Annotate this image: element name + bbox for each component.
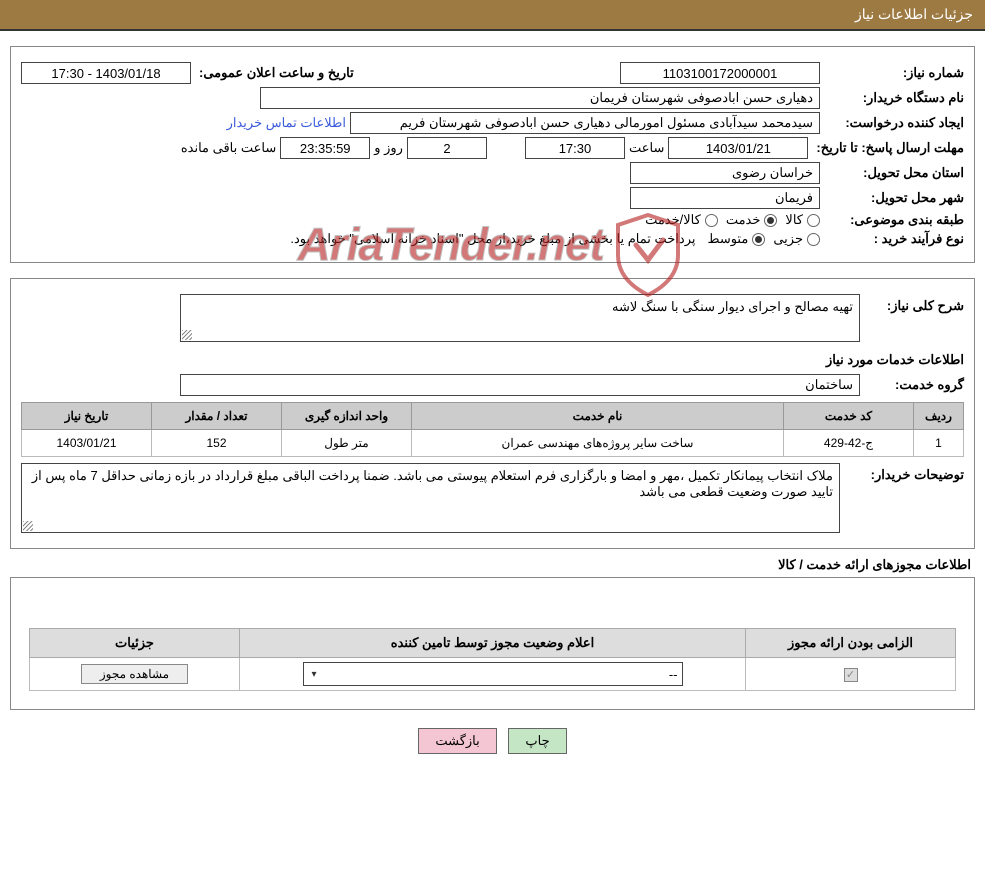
desc-field: تهیه مصالح و اجرای دیوار سنگی با سنگ لاش… [180, 294, 860, 342]
page-container: جزئیات اطلاعات نیاز AriaTender.net شماره… [0, 0, 985, 774]
th-row: ردیف [914, 403, 964, 430]
notes-text: ملاک انتخاب پیمانکار تکمیل ،مهر و امضا و… [32, 468, 833, 499]
radio-partial[interactable]: جزیی [773, 231, 820, 247]
announce-field: 17:30 - 1403/01/18 [21, 62, 191, 84]
cell-code: ج-42-429 [784, 430, 914, 457]
chevron-down-icon: ▾ [308, 669, 321, 680]
radio-medium[interactable]: متوسط [707, 231, 765, 247]
process-label: نوع فرآیند خرید : [824, 231, 964, 247]
radio-partial-label: جزیی [773, 231, 803, 247]
th-details: جزئیات [30, 629, 240, 658]
announce-label: تاریخ و ساعت اعلان عمومی: [195, 65, 354, 81]
process-radio-group: جزیی متوسط [707, 231, 820, 247]
hours-label: ساعت باقی مانده [181, 140, 276, 156]
buyer-org-label: نام دستگاه خریدار: [824, 90, 964, 106]
view-license-button[interactable]: مشاهده مجوز [81, 664, 188, 684]
days-label: روز و [374, 140, 403, 156]
cell-row: 1 [914, 430, 964, 457]
th-status: اعلام وضعیت مجوز توسط تامین کننده [240, 629, 746, 658]
requester-label: ایجاد کننده درخواست: [824, 115, 964, 131]
radio-goods-service[interactable]: کالا/خدمت [645, 212, 718, 228]
deadline-date-field: 1403/01/21 [668, 137, 808, 159]
radio-goods-service-label: کالا/خدمت [645, 212, 701, 228]
notes-field: ملاک انتخاب پیمانکار تکمیل ،مهر و امضا و… [21, 463, 840, 533]
cell-details: مشاهده مجوز [30, 658, 240, 691]
radio-circle-checked-icon [752, 233, 765, 246]
city-label: شهر محل تحویل: [824, 190, 964, 206]
countdown-field: 23:35:59 [280, 137, 370, 159]
radio-circle-icon [705, 214, 718, 227]
time-label: ساعت [629, 140, 664, 156]
radio-service[interactable]: خدمت [726, 212, 778, 228]
radio-goods-label: کالا [785, 212, 803, 228]
category-label: طبقه بندی موضوعی: [824, 212, 964, 228]
need-section: شرح کلی نیاز: تهیه مصالح و اجرای دیوار س… [10, 278, 975, 549]
select-value: -- [669, 667, 678, 682]
header-bar: جزئیات اطلاعات نیاز [0, 0, 985, 31]
cell-mandatory: ✓ [746, 658, 956, 691]
desc-text: تهیه مصالح و اجرای دیوار سنگی با سنگ لاش… [612, 299, 853, 314]
table-row: 1 ج-42-429 ساخت سایر پروژه‌های مهندسی عم… [22, 430, 964, 457]
province-label: استان محل تحویل: [824, 165, 964, 181]
th-unit: واحد اندازه گیری [282, 403, 412, 430]
th-code: کد خدمت [784, 403, 914, 430]
checkbox-disabled-icon: ✓ [844, 668, 858, 682]
radio-medium-label: متوسط [707, 231, 748, 247]
desc-label: شرح کلی نیاز: [864, 294, 964, 314]
need-no-label: شماره نیاز: [824, 65, 964, 81]
license-row: ✓ ▾ -- مشاهده مجوز [30, 658, 956, 691]
city-field: فریمان [630, 187, 820, 209]
services-table: ردیف کد خدمت نام خدمت واحد اندازه گیری ت… [21, 402, 964, 457]
resize-handle-icon[interactable] [182, 330, 192, 340]
th-qty: تعداد / مقدار [152, 403, 282, 430]
deadline-label: مهلت ارسال پاسخ: تا تاریخ: [812, 140, 964, 156]
group-label: گروه خدمت: [864, 377, 964, 393]
cell-unit: متر طول [282, 430, 412, 457]
button-row: چاپ بازگشت [0, 718, 985, 774]
license-section: الزامی بودن ارائه مجوز اعلام وضعیت مجوز … [10, 577, 975, 710]
process-note: پرداخت تمام یا بخشی از مبلغ خرید،از محل … [290, 231, 703, 247]
radio-circle-icon [807, 214, 820, 227]
status-select[interactable]: ▾ -- [303, 662, 683, 686]
info-section: شماره نیاز: 1103100172000001 تاریخ و ساع… [10, 46, 975, 263]
radio-circle-icon [807, 233, 820, 246]
deadline-time-field: 17:30 [525, 137, 625, 159]
radio-circle-checked-icon [764, 214, 777, 227]
resize-handle-icon[interactable] [23, 521, 33, 531]
need-no-field: 1103100172000001 [620, 62, 820, 84]
th-mandatory: الزامی بودن ارائه مجوز [746, 629, 956, 658]
group-field: ساختمان [180, 374, 860, 396]
cell-date: 1403/01/21 [22, 430, 152, 457]
contact-link[interactable]: اطلاعات تماس خریدار [227, 115, 346, 131]
back-button[interactable]: بازگشت [418, 728, 496, 754]
th-date: تاریخ نیاز [22, 403, 152, 430]
license-section-title: اطلاعات مجوزهای ارائه خدمت / کالا [0, 557, 971, 573]
days-remaining-field: 2 [407, 137, 487, 159]
print-button[interactable]: چاپ [508, 728, 566, 754]
cell-name: ساخت سایر پروژه‌های مهندسی عمران [412, 430, 784, 457]
th-name: نام خدمت [412, 403, 784, 430]
province-field: خراسان رضوی [630, 162, 820, 184]
radio-service-label: خدمت [726, 212, 761, 228]
radio-goods[interactable]: کالا [785, 212, 820, 228]
cell-qty: 152 [152, 430, 282, 457]
cell-status: ▾ -- [240, 658, 746, 691]
buyer-org-field: دهیاری حسن ابادصوفی شهرستان فریمان [260, 87, 820, 109]
license-table: الزامی بودن ارائه مجوز اعلام وضعیت مجوز … [29, 628, 956, 691]
notes-label: توضیحات خریدار: [844, 463, 964, 483]
category-radio-group: کالا خدمت کالا/خدمت [645, 212, 820, 228]
header-title: جزئیات اطلاعات نیاز [855, 6, 973, 22]
requester-field: سیدمحمد سیدآبادی مسئول امورمالی دهیاری ح… [350, 112, 820, 134]
services-title: اطلاعات خدمات مورد نیاز [21, 352, 964, 368]
